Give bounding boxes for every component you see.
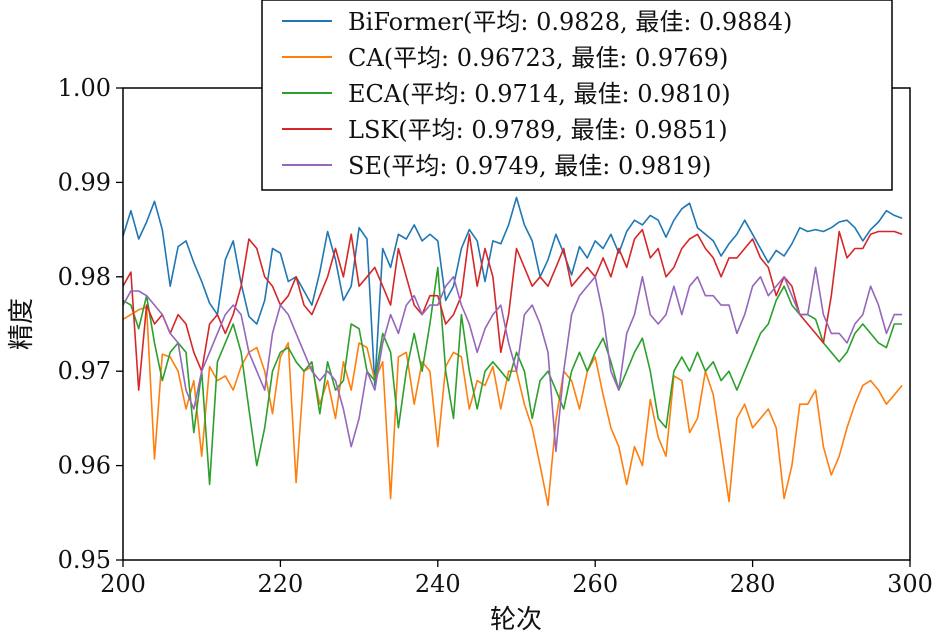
x-axis-ticks: 200 220 240 260 280 300 — [100, 560, 933, 598]
x-tick-label: 240 — [415, 570, 461, 598]
plot-series — [122, 196, 903, 507]
x-tick-label: 260 — [572, 570, 618, 598]
legend-box — [261, 0, 893, 191]
y-axis-label: 精度 — [7, 298, 37, 350]
x-tick-label: 300 — [887, 570, 933, 598]
y-tick-label: 0.96 — [58, 452, 111, 480]
y-tick-label: 1.00 — [58, 74, 111, 102]
x-tick-label: 220 — [257, 570, 303, 598]
series-line-2 — [122, 266, 903, 486]
y-axis-ticks: 0.95 0.96 0.97 0.98 0.99 1.00 — [58, 74, 123, 574]
legend-entry-2: ECA(平均: 0.9714, 最佳: 0.9810) — [348, 80, 731, 108]
series-line-4 — [122, 266, 903, 453]
legend-entry-3: LSK(平均: 0.9789, 最佳: 0.9851) — [348, 116, 728, 144]
x-tick-label: 280 — [730, 570, 776, 598]
legend-entry-4: SE(平均: 0.9749, 最佳: 0.9819) — [348, 152, 711, 180]
series-line-0 — [122, 196, 903, 387]
legend-entry-1: CA(平均: 0.96723, 最佳: 0.9769) — [348, 44, 728, 72]
y-tick-label: 0.99 — [58, 168, 111, 196]
y-tick-label: 0.97 — [58, 357, 111, 385]
x-axis-label: 轮次 — [490, 605, 542, 635]
y-tick-label: 0.98 — [58, 263, 111, 291]
x-tick-label: 200 — [100, 570, 146, 598]
y-tick-label: 0.95 — [58, 546, 111, 574]
series-line-1 — [122, 306, 903, 507]
legend-entry-0: BiFormer(平均: 0.9828, 最佳: 0.9884) — [348, 8, 792, 36]
legend: BiFormer(平均: 0.9828, 最佳: 0.9884) CA(平均: 0… — [261, 0, 893, 191]
series-line-3 — [122, 228, 903, 391]
